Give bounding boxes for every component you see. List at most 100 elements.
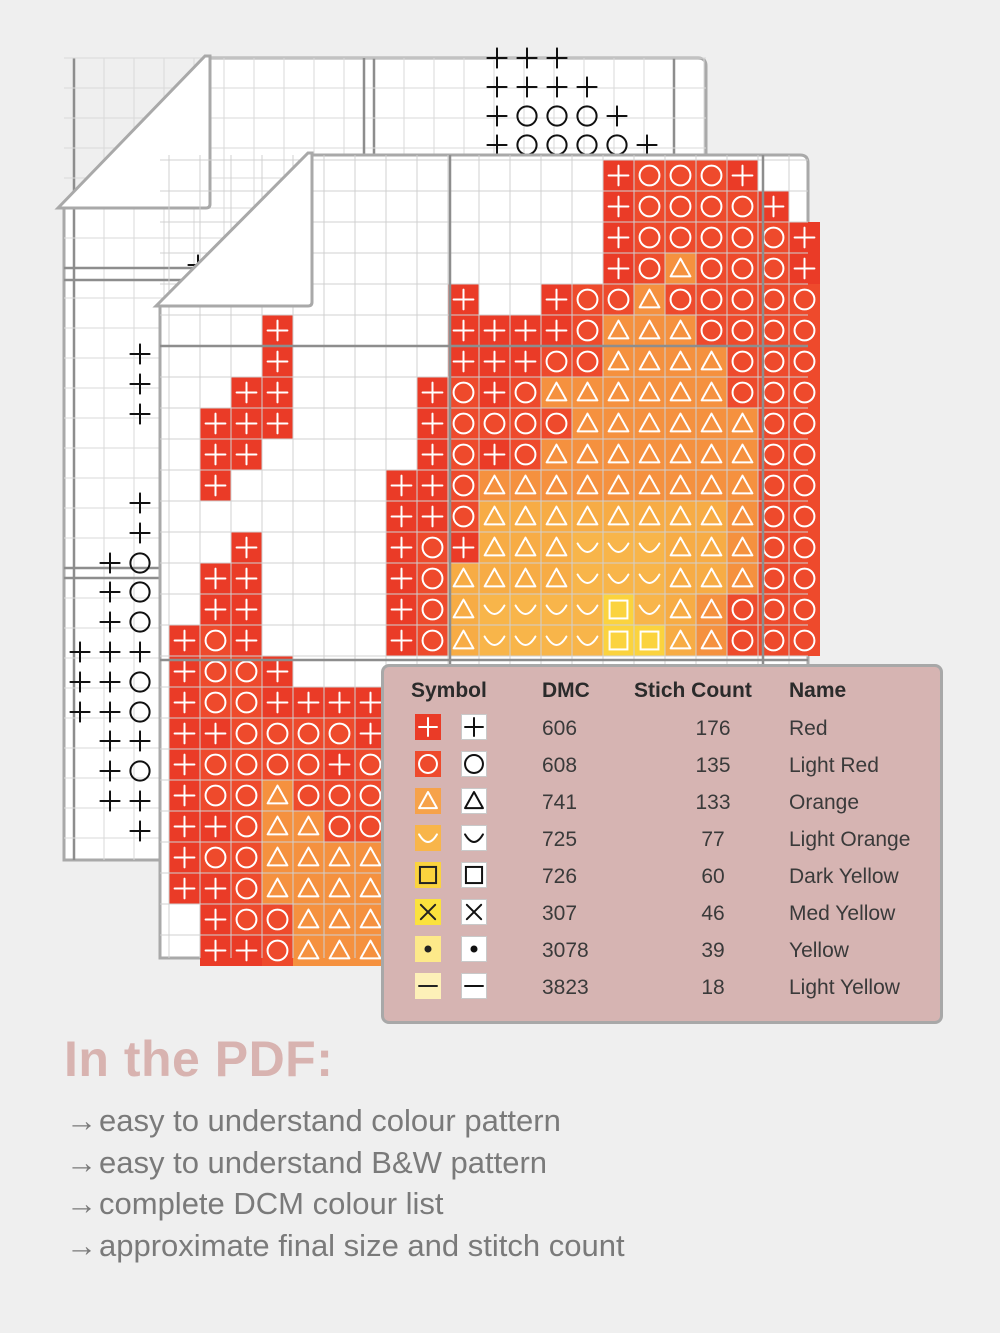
circle-symbol <box>235 815 258 838</box>
triangle-symbol <box>700 443 723 464</box>
feature-text: easy to understand colour pattern <box>99 1103 561 1138</box>
legend-header-name: Name <box>789 679 847 702</box>
circle-symbol <box>328 815 351 838</box>
legend-colour-name: Yellow <box>789 939 849 962</box>
triangle-symbol <box>266 877 289 898</box>
cross-symbol <box>99 581 121 603</box>
circle-symbol <box>638 226 661 249</box>
circle-symbol <box>328 722 351 745</box>
stitch-cell <box>541 625 572 656</box>
triangle-symbol <box>359 908 382 929</box>
cross-symbol <box>99 552 121 574</box>
smile-symbol <box>638 573 661 584</box>
triangle-symbol <box>514 567 537 588</box>
cross-symbol <box>390 505 413 528</box>
cross-symbol <box>173 815 196 838</box>
circle-symbol <box>235 722 258 745</box>
circle-symbol <box>793 629 816 652</box>
circle-symbol <box>607 288 630 311</box>
circle-symbol <box>328 784 351 807</box>
circle-symbol <box>793 412 816 435</box>
circle-symbol <box>793 288 816 311</box>
cross-symbol <box>129 641 151 663</box>
cross-symbol <box>266 691 289 714</box>
circle-symbol <box>204 846 227 869</box>
legend-dmc-code: 608 <box>542 754 578 777</box>
triangle-symbol <box>731 412 754 433</box>
triangle-symbol <box>359 877 382 898</box>
arrow-right-icon: → <box>66 1144 97 1180</box>
circle-symbol <box>129 701 151 723</box>
cross-symbol <box>129 820 151 842</box>
smile-symbol <box>545 604 568 615</box>
cross-symbol <box>266 412 289 435</box>
legend-row: 725 77 Light Orange <box>384 823 940 860</box>
cross-symbol <box>607 257 630 280</box>
cross-symbol <box>266 660 289 683</box>
cross-symbol <box>452 288 475 311</box>
triangle-symbol <box>576 443 599 464</box>
cross-symbol <box>418 717 438 737</box>
smile-symbol <box>607 573 630 584</box>
circle-symbol <box>638 257 661 280</box>
circle-symbol <box>731 257 754 280</box>
triangle-symbol <box>669 319 692 340</box>
circle-symbol <box>793 567 816 590</box>
legend-colour-name: Dark Yellow <box>789 865 899 888</box>
triangle-symbol <box>669 443 692 464</box>
cross-symbol <box>328 753 351 776</box>
circle-symbol <box>359 753 382 776</box>
stitch-cell <box>634 625 665 656</box>
circle-symbol <box>669 195 692 218</box>
cross-symbol <box>235 536 258 559</box>
pdf-feature-list: →easy to understand colour pattern →easy … <box>66 1103 625 1269</box>
cross-symbol <box>235 629 258 652</box>
dash-bw-swatch-icon <box>461 973 487 999</box>
triangle-symbol <box>638 412 661 433</box>
legend-header-symbol: Symbol <box>411 679 487 702</box>
stitch-cell <box>479 625 510 656</box>
triangle-symbol <box>483 567 506 588</box>
cross-symbol <box>173 629 196 652</box>
cross-symbol <box>483 319 506 342</box>
cross-symbol <box>204 598 227 621</box>
cross-symbol <box>452 319 475 342</box>
circle-symbol <box>731 288 754 311</box>
cross-symbol <box>129 492 151 514</box>
cross-symbol <box>297 691 320 714</box>
cross-symbol <box>483 381 506 404</box>
circle-symbol <box>700 319 723 342</box>
stitch-cell <box>541 594 572 625</box>
circle-symbol <box>297 784 320 807</box>
cross-symbol <box>607 195 630 218</box>
circle-symbol <box>452 443 475 466</box>
circle-symbol <box>129 671 151 693</box>
legend-dmc-code: 741 <box>542 791 578 814</box>
legend-colour-name: Orange <box>789 791 860 814</box>
triangle-symbol <box>731 443 754 464</box>
circle-symbol <box>793 536 816 559</box>
triangle-symbol <box>669 350 692 371</box>
triangle-symbol <box>607 381 630 402</box>
cross-symbol <box>793 226 816 249</box>
circle-symbol <box>235 908 258 931</box>
smile-symbol <box>576 542 599 553</box>
x-bw-swatch-icon <box>461 899 487 925</box>
triangle-symbol <box>545 536 568 557</box>
dot-bw-swatch-icon <box>461 936 487 962</box>
circle-symbol <box>359 784 382 807</box>
circle-symbol <box>576 105 598 127</box>
cross-symbol <box>129 730 151 752</box>
circle-symbol <box>731 319 754 342</box>
legend-row: 606 176 Red <box>384 712 940 749</box>
stitch-cell <box>603 563 634 594</box>
cross-symbol <box>204 877 227 900</box>
cross-symbol <box>99 760 121 782</box>
cross-symbol <box>204 939 227 962</box>
triangle-symbol <box>731 536 754 557</box>
circle-symbol <box>204 691 227 714</box>
cross-symbol <box>576 76 598 98</box>
cross-symbol <box>516 76 538 98</box>
cross-symbol <box>235 567 258 590</box>
cross-symbol <box>421 443 444 466</box>
